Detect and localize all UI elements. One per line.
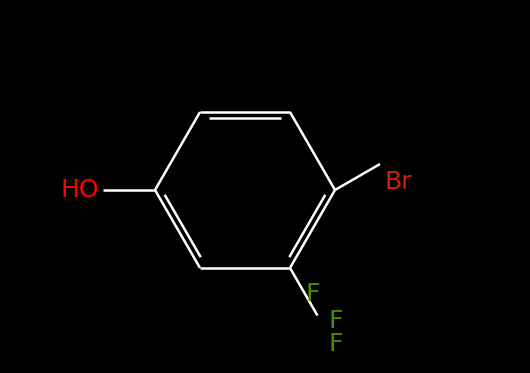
- Text: Br: Br: [384, 170, 412, 194]
- Text: F: F: [305, 282, 320, 305]
- Text: HO: HO: [60, 178, 99, 202]
- Text: F: F: [328, 308, 343, 333]
- Text: F: F: [328, 332, 343, 355]
